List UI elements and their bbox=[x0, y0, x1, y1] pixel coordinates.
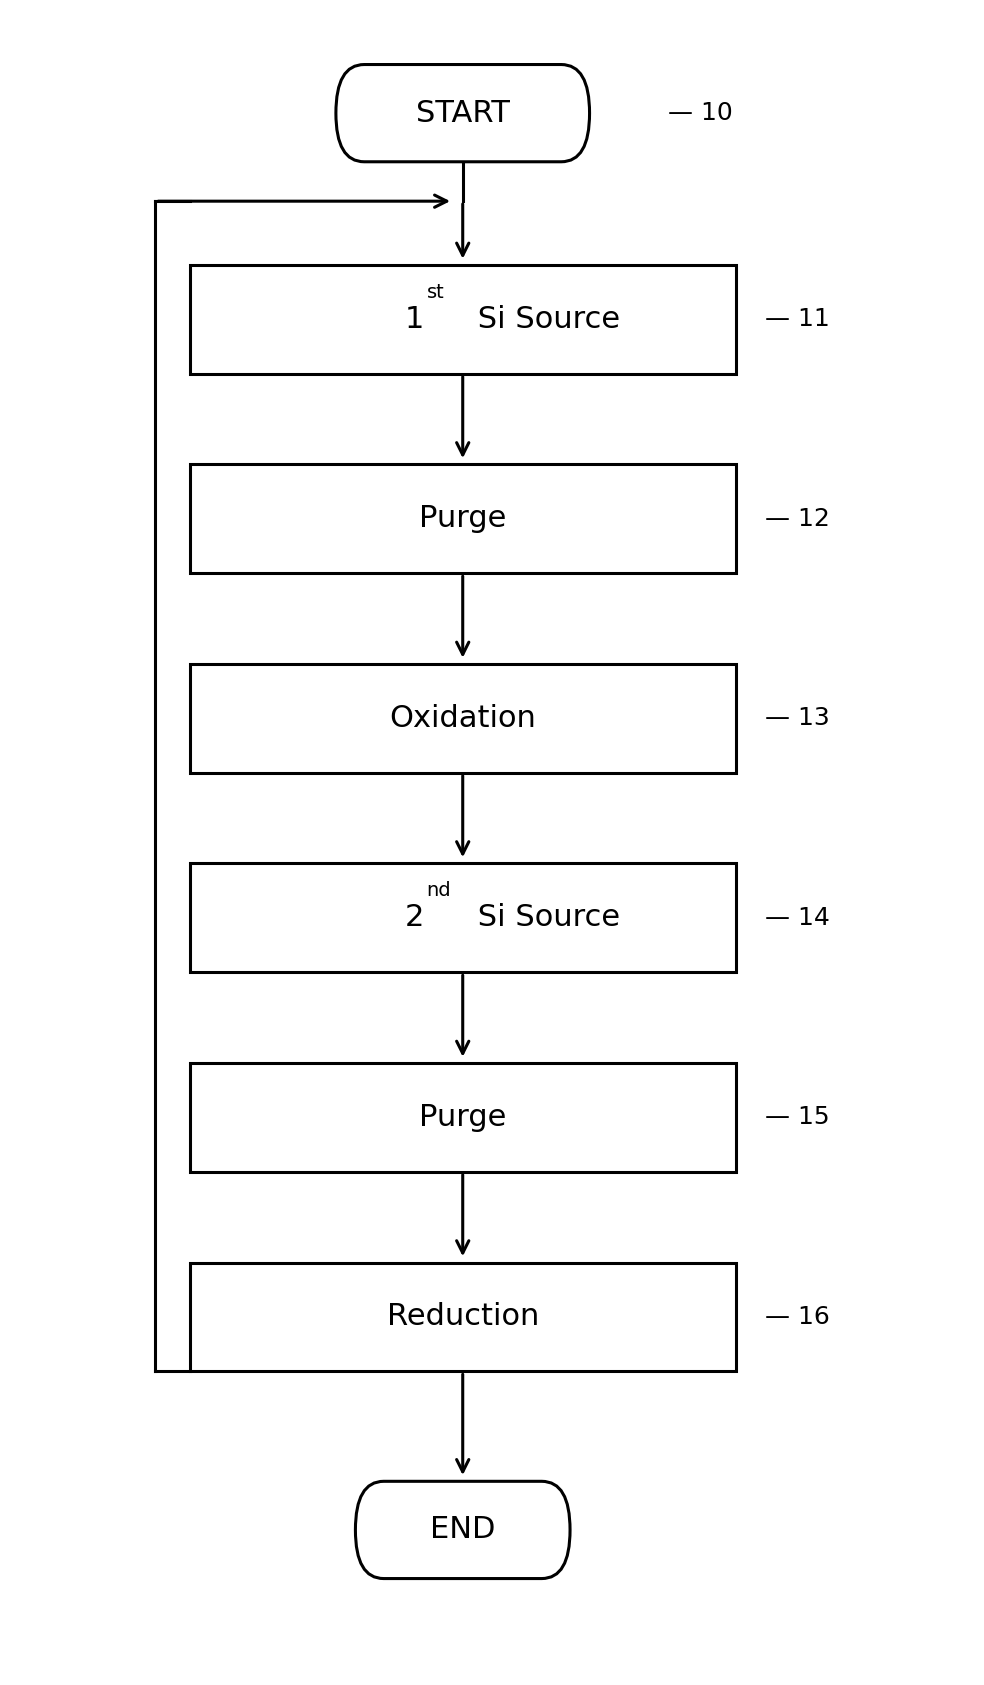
Text: END: END bbox=[430, 1515, 495, 1545]
Text: nd: nd bbox=[427, 881, 452, 900]
Text: Reduction: Reduction bbox=[387, 1303, 539, 1331]
Text: Oxidation: Oxidation bbox=[390, 704, 536, 733]
Text: 1: 1 bbox=[404, 305, 424, 334]
FancyBboxPatch shape bbox=[336, 64, 589, 162]
FancyBboxPatch shape bbox=[190, 265, 736, 374]
Text: — 13: — 13 bbox=[766, 706, 830, 730]
Text: — 11: — 11 bbox=[766, 307, 830, 332]
Text: — 15: — 15 bbox=[766, 1105, 830, 1129]
Text: st: st bbox=[427, 283, 445, 302]
Text: Purge: Purge bbox=[419, 504, 507, 534]
FancyBboxPatch shape bbox=[355, 1481, 570, 1579]
FancyBboxPatch shape bbox=[190, 465, 736, 573]
Text: Si Source: Si Source bbox=[467, 305, 620, 334]
FancyBboxPatch shape bbox=[190, 664, 736, 773]
FancyBboxPatch shape bbox=[190, 1262, 736, 1372]
Text: — 16: — 16 bbox=[766, 1304, 830, 1329]
Text: — 12: — 12 bbox=[766, 507, 830, 531]
Text: Purge: Purge bbox=[419, 1104, 507, 1132]
Text: — 14: — 14 bbox=[766, 907, 830, 930]
FancyBboxPatch shape bbox=[190, 1063, 736, 1173]
FancyBboxPatch shape bbox=[190, 863, 736, 972]
Text: 2: 2 bbox=[404, 903, 424, 932]
Text: Si Source: Si Source bbox=[467, 903, 620, 932]
Text: — 10: — 10 bbox=[667, 101, 732, 125]
Text: START: START bbox=[416, 99, 510, 128]
